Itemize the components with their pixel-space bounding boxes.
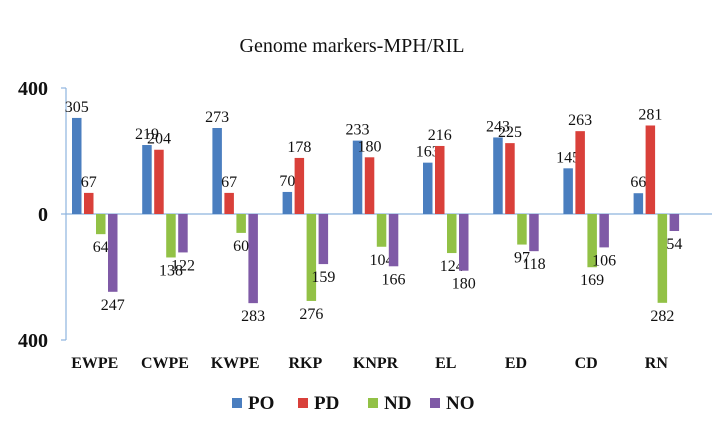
bar-no-kwpe xyxy=(248,214,258,304)
bar-nd-rn xyxy=(657,214,668,303)
bar-po-rn xyxy=(633,193,644,214)
data-label-po: 219 xyxy=(135,126,159,143)
category-label: RN xyxy=(645,355,669,372)
data-label-nd: 97 xyxy=(514,250,530,267)
bar-pd-knpr xyxy=(364,157,375,214)
bar-pd-kwpe xyxy=(224,192,234,214)
data-label-no: 106 xyxy=(592,252,616,269)
bar-nd-knpr xyxy=(376,214,387,247)
data-label-po: 243 xyxy=(486,118,510,135)
category-label: RKP xyxy=(288,355,322,372)
data-label-no: 118 xyxy=(522,256,545,273)
bar-po-el xyxy=(423,162,433,214)
legend-swatch-no xyxy=(430,398,440,408)
bar-no-cd xyxy=(599,214,609,248)
bar-no-knpr xyxy=(388,214,399,267)
bar-nd-cwpe xyxy=(166,214,176,258)
bar-po-cd xyxy=(563,168,573,214)
data-label-po: 273 xyxy=(205,109,229,126)
data-label-po: 145 xyxy=(556,149,580,166)
bar-no-cwpe xyxy=(178,214,188,253)
bar-nd-cd xyxy=(587,214,597,268)
legend-label-po: PO xyxy=(248,393,274,414)
data-label-nd: 276 xyxy=(299,306,323,323)
data-label-po: 163 xyxy=(416,144,440,161)
bar-po-ed xyxy=(493,137,503,214)
bar-nd-ewpe xyxy=(96,214,106,235)
legend-label-no: NO xyxy=(446,393,475,414)
data-label-nd: 169 xyxy=(580,272,604,289)
bar-nd-kwpe xyxy=(236,214,246,233)
category-label: KWPE xyxy=(211,355,260,372)
bar-pd-ed xyxy=(505,143,515,214)
data-label-nd: 282 xyxy=(650,308,674,325)
data-label-no: 166 xyxy=(382,271,406,288)
bar-po-rkp xyxy=(282,191,293,214)
data-label-nd: 64 xyxy=(93,239,109,256)
bar-nd-el xyxy=(447,214,457,254)
data-label-pd: 180 xyxy=(358,138,382,155)
bar-pd-rkp xyxy=(294,157,305,214)
data-label-pd: 281 xyxy=(638,106,662,123)
legend-swatch-nd xyxy=(368,398,378,408)
chart-title: Genome markers-MPH/RIL xyxy=(240,35,465,57)
data-label-pd: 225 xyxy=(498,124,522,141)
bar-nd-rkp xyxy=(306,214,317,301)
category-label: EL xyxy=(435,355,456,372)
data-label-po: 305 xyxy=(65,99,89,116)
bar-po-knpr xyxy=(352,140,363,214)
data-label-nd: 138 xyxy=(159,262,183,279)
bar-no-ewpe xyxy=(108,214,118,292)
legend-label-pd: PD xyxy=(314,393,339,414)
data-label-no: 122 xyxy=(171,257,195,274)
data-label-pd: 204 xyxy=(147,131,171,148)
data-label-pd: 67 xyxy=(81,174,97,191)
category-label: EWPE xyxy=(71,355,118,372)
bar-no-rn xyxy=(669,214,680,232)
bar-pd-ewpe xyxy=(84,192,94,214)
data-label-nd: 60 xyxy=(233,238,249,255)
bar-pd-cwpe xyxy=(154,149,164,214)
bar-no-el xyxy=(459,214,469,271)
data-label-no: 159 xyxy=(311,269,335,286)
y-tick-label: 400 xyxy=(18,78,48,100)
bar-nd-ed xyxy=(517,214,527,245)
y-tick-label: 400 xyxy=(18,330,48,352)
category-label: CD xyxy=(575,355,598,372)
bar-no-rkp xyxy=(318,214,329,265)
category-label: ED xyxy=(505,355,527,372)
data-label-po: 66 xyxy=(630,174,646,191)
data-label-no: 283 xyxy=(241,308,265,325)
bar-po-kwpe xyxy=(212,128,222,214)
bar-po-cwpe xyxy=(142,145,152,214)
category-label: CWPE xyxy=(141,355,189,372)
category-label: KNPR xyxy=(353,355,399,372)
data-label-nd: 104 xyxy=(370,252,394,269)
bar-pd-rn xyxy=(645,125,656,214)
bar-no-ed xyxy=(529,214,539,252)
data-label-po: 70 xyxy=(279,173,295,190)
bar-pd-cd xyxy=(575,131,585,214)
legend-label-nd: ND xyxy=(384,393,411,414)
data-label-po: 233 xyxy=(346,122,370,139)
data-label-pd: 263 xyxy=(568,112,592,129)
data-label-no: 180 xyxy=(452,276,476,293)
data-label-pd: 67 xyxy=(221,174,237,191)
y-tick-label: 0 xyxy=(38,204,48,226)
data-label-nd: 124 xyxy=(440,258,464,275)
data-label-pd: 216 xyxy=(428,127,452,144)
bar-po-ewpe xyxy=(72,117,82,214)
data-label-pd: 178 xyxy=(287,139,311,156)
legend-swatch-po xyxy=(232,398,242,408)
legend-swatch-pd xyxy=(298,398,308,408)
data-label-no: 54 xyxy=(666,236,682,253)
data-label-no: 247 xyxy=(101,297,125,314)
bar-pd-el xyxy=(435,145,445,214)
